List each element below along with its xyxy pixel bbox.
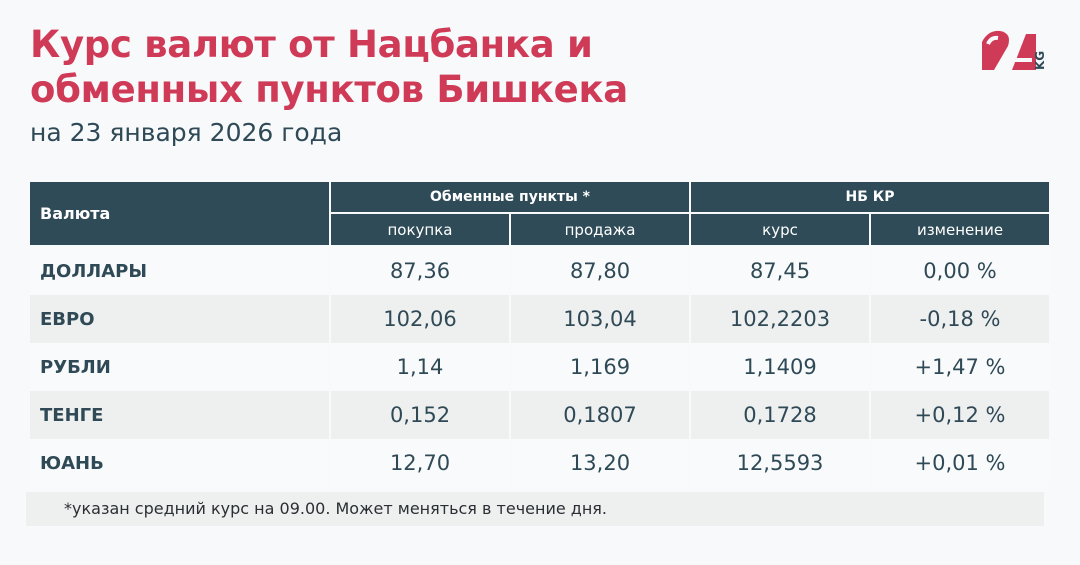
- change-value: 0,00 %: [869, 246, 1051, 295]
- currency-name: ТЕНГЕ: [30, 391, 331, 439]
- sell-value: 103,04: [509, 295, 691, 343]
- buy-value: 12,70: [329, 439, 511, 487]
- change-value: -0,18 %: [869, 295, 1051, 343]
- sell-value: 87,80: [509, 246, 691, 295]
- nbkr-rate-value: 1,1409: [689, 343, 871, 391]
- buy-header: покупка: [329, 212, 511, 247]
- nbkr-rate-value: 87,45: [689, 246, 871, 295]
- change-value: +0,12 %: [869, 391, 1051, 439]
- buy-value: 0,152: [329, 391, 511, 439]
- table-row: ТЕНГЕ 0,152 0,1807 0,1728 +0,12 %: [30, 391, 1051, 439]
- sell-header: продажа: [509, 212, 691, 247]
- sell-value: 13,20: [509, 439, 691, 487]
- currency-name: ЕВРО: [30, 295, 331, 343]
- date-subtitle: на 23 января 2026 года: [30, 118, 343, 147]
- change-header: изменение: [869, 212, 1051, 247]
- buy-value: 87,36: [329, 246, 511, 295]
- nbkr-header: НБ КР: [689, 180, 1051, 214]
- currency-name: РУБЛИ: [30, 343, 331, 391]
- sell-value: 1,169: [509, 343, 691, 391]
- table-row: ЮАНЬ 12,70 13,20 12,5593 +0,01 %: [30, 439, 1051, 487]
- exchange-points-header: Обменные пункты *: [329, 180, 691, 214]
- table-row: ДОЛЛАРЫ 87,36 87,80 87,45 0,00 %: [30, 246, 1051, 295]
- buy-value: 1,14: [329, 343, 511, 391]
- sell-value: 0,1807: [509, 391, 691, 439]
- exchange-rate-table: Валюта Обменные пункты * НБ КР покупка п…: [30, 180, 1051, 487]
- nbkr-rate-value: 102,2203: [689, 295, 871, 343]
- title-line-2: обменных пунктов Бишкека: [30, 68, 628, 111]
- change-value: +0,01 %: [869, 439, 1051, 487]
- table-row: РУБЛИ 1,14 1,169 1,1409 +1,47 %: [30, 343, 1051, 391]
- page-title: Курс валют от Нацбанка и обменных пункто…: [30, 22, 628, 112]
- footnote: *указан средний курс на 09.00. Может мен…: [26, 492, 1044, 526]
- title-line-1: Курс валют от Нацбанка и: [30, 23, 593, 66]
- rate-header: курс: [689, 212, 871, 247]
- nbkr-rate-value: 12,5593: [689, 439, 871, 487]
- svg-text:KG: KG: [1033, 51, 1047, 70]
- buy-value: 102,06: [329, 295, 511, 343]
- currency-name: ЮАНЬ: [30, 439, 331, 487]
- table-row: ЕВРО 102,06 103,04 102,2203 -0,18 %: [30, 295, 1051, 343]
- currency-header: Валюта: [30, 180, 331, 247]
- currency-name: ДОЛЛАРЫ: [30, 246, 331, 295]
- nbkr-rate-value: 0,1728: [689, 391, 871, 439]
- 24kg-logo: KG: [982, 30, 1047, 70]
- change-value: +1,47 %: [869, 343, 1051, 391]
